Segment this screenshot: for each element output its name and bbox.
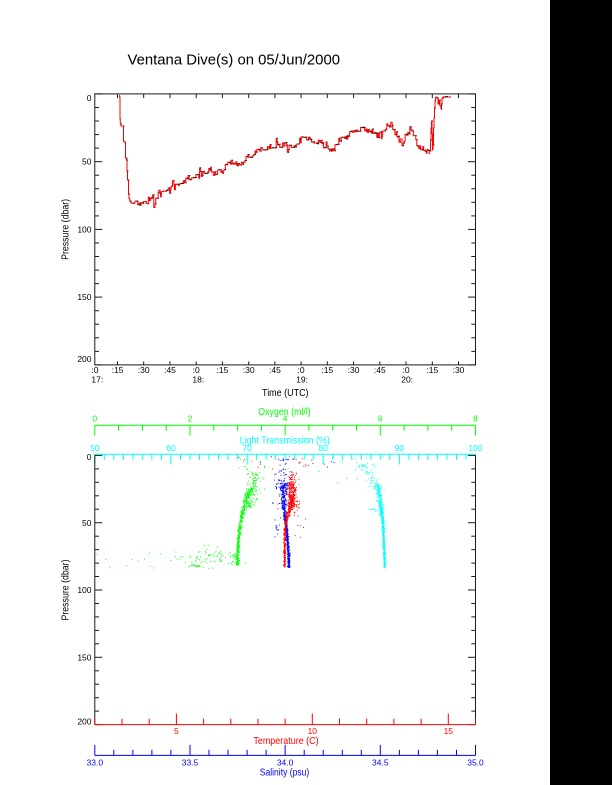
svg-text:34.5: 34.5 — [372, 757, 389, 767]
svg-text:150: 150 — [77, 292, 91, 302]
svg-text:50: 50 — [82, 157, 92, 167]
svg-text::0: :0 — [298, 365, 305, 375]
svg-text::15: :15 — [216, 365, 228, 375]
svg-text:34.0: 34.0 — [277, 757, 294, 767]
svg-text:50: 50 — [90, 443, 100, 453]
svg-text::0: :0 — [91, 365, 98, 375]
svg-text:Time (UTC): Time (UTC) — [262, 387, 309, 399]
svg-text:35.0: 35.0 — [467, 757, 484, 767]
svg-text::15: :15 — [426, 365, 438, 375]
svg-text:Salinity (psu): Salinity (psu) — [260, 767, 310, 778]
svg-text::15: :15 — [112, 365, 124, 375]
svg-text::30: :30 — [138, 365, 150, 375]
svg-text:33.0: 33.0 — [87, 757, 104, 767]
svg-text:200: 200 — [77, 716, 91, 726]
svg-text:200: 200 — [77, 354, 91, 364]
svg-text::0: :0 — [193, 365, 200, 375]
svg-text:20:: 20: — [401, 375, 413, 385]
svg-text:4: 4 — [283, 413, 288, 423]
svg-text:33.5: 33.5 — [182, 757, 199, 767]
svg-text:Oxygen (ml/l): Oxygen (ml/l) — [258, 406, 311, 418]
svg-text:70: 70 — [242, 443, 252, 453]
svg-text::30: :30 — [348, 365, 360, 375]
svg-text::0: :0 — [402, 365, 409, 375]
svg-text:0: 0 — [92, 413, 97, 423]
svg-text:50: 50 — [82, 518, 92, 528]
svg-text:Ventana Dive(s) on 05/Jun/2000: Ventana Dive(s) on 05/Jun/2000 — [128, 51, 341, 68]
svg-text:Pressure (dbar): Pressure (dbar) — [60, 199, 72, 260]
svg-text:5: 5 — [174, 726, 179, 736]
svg-text:100: 100 — [77, 225, 91, 235]
svg-text:100: 100 — [468, 443, 482, 453]
svg-text:18:: 18: — [192, 375, 204, 385]
svg-text:15: 15 — [444, 726, 454, 736]
svg-text:2: 2 — [188, 413, 193, 423]
svg-text:0: 0 — [87, 93, 92, 103]
svg-text:17:: 17: — [91, 375, 103, 385]
svg-text:0: 0 — [87, 452, 92, 462]
svg-text:10: 10 — [308, 726, 318, 736]
svg-text:Pressure (dbar): Pressure (dbar) — [60, 560, 72, 621]
svg-text:Light Transmission (%): Light Transmission (%) — [240, 434, 330, 446]
svg-text::30: :30 — [243, 365, 255, 375]
svg-text:80: 80 — [318, 443, 328, 453]
svg-text:6: 6 — [378, 413, 383, 423]
svg-text:60: 60 — [166, 443, 176, 453]
svg-text::15: :15 — [321, 365, 333, 375]
svg-text::30: :30 — [453, 365, 465, 375]
svg-text:19:: 19: — [296, 375, 308, 385]
svg-text:8: 8 — [473, 413, 478, 423]
svg-text:Temperature (C): Temperature (C) — [253, 735, 318, 747]
svg-text:150: 150 — [77, 652, 91, 662]
svg-text::45: :45 — [164, 365, 176, 375]
svg-text::45: :45 — [374, 365, 386, 375]
svg-text::45: :45 — [269, 365, 281, 375]
svg-text:90: 90 — [395, 443, 405, 453]
svg-text:100: 100 — [77, 585, 91, 595]
